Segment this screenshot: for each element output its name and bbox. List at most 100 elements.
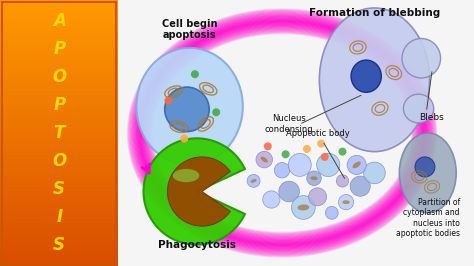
Bar bbox=[0, 64, 118, 65]
Bar bbox=[0, 21, 118, 23]
Bar bbox=[0, 149, 118, 150]
Bar bbox=[0, 23, 118, 24]
Bar bbox=[0, 36, 118, 37]
Bar bbox=[0, 76, 118, 77]
Circle shape bbox=[303, 145, 311, 153]
Circle shape bbox=[321, 153, 328, 161]
Bar bbox=[0, 251, 118, 253]
Bar bbox=[0, 173, 118, 174]
Bar bbox=[0, 60, 118, 61]
Bar bbox=[0, 90, 118, 92]
Bar bbox=[0, 138, 118, 140]
Bar bbox=[0, 209, 118, 210]
Bar bbox=[0, 234, 118, 235]
Bar bbox=[0, 169, 118, 170]
Text: S: S bbox=[53, 180, 65, 198]
Bar bbox=[0, 9, 118, 11]
Bar bbox=[0, 257, 118, 258]
Ellipse shape bbox=[137, 48, 243, 165]
Bar bbox=[0, 214, 118, 215]
Wedge shape bbox=[167, 157, 230, 226]
Ellipse shape bbox=[403, 94, 434, 123]
Bar bbox=[0, 249, 118, 250]
Bar bbox=[0, 233, 118, 234]
Bar bbox=[0, 19, 118, 20]
Bar bbox=[0, 189, 118, 190]
Circle shape bbox=[347, 155, 366, 174]
Text: Nucleus
condensing: Nucleus condensing bbox=[265, 114, 313, 134]
Bar bbox=[0, 16, 118, 17]
Bar bbox=[0, 104, 118, 105]
Bar bbox=[0, 81, 118, 82]
Bar bbox=[0, 241, 118, 242]
Bar bbox=[0, 125, 118, 126]
Bar bbox=[0, 129, 118, 130]
Bar bbox=[0, 27, 118, 28]
Bar bbox=[0, 217, 118, 218]
Wedge shape bbox=[144, 138, 245, 245]
Bar bbox=[0, 144, 118, 145]
Bar bbox=[0, 162, 118, 164]
Bar bbox=[0, 194, 118, 196]
Bar bbox=[0, 177, 118, 178]
Ellipse shape bbox=[351, 60, 382, 92]
Bar bbox=[0, 65, 118, 66]
Ellipse shape bbox=[399, 133, 456, 213]
Bar bbox=[0, 134, 118, 136]
Bar bbox=[0, 222, 118, 223]
Bar bbox=[0, 126, 118, 128]
Bar bbox=[0, 166, 118, 168]
Bar bbox=[0, 56, 118, 57]
Bar bbox=[0, 92, 118, 93]
Bar bbox=[0, 117, 118, 118]
Ellipse shape bbox=[415, 157, 435, 177]
Bar bbox=[0, 59, 118, 60]
Text: A: A bbox=[53, 12, 66, 30]
Bar bbox=[0, 53, 118, 55]
Bar bbox=[0, 120, 118, 121]
Bar bbox=[0, 68, 118, 69]
Bar bbox=[0, 105, 118, 106]
Circle shape bbox=[338, 194, 354, 210]
Bar bbox=[0, 118, 118, 120]
Bar bbox=[0, 48, 118, 49]
Bar bbox=[0, 31, 118, 32]
Bar bbox=[0, 88, 118, 89]
Bar bbox=[0, 132, 118, 133]
Ellipse shape bbox=[251, 179, 256, 183]
Text: I: I bbox=[56, 208, 62, 226]
Bar bbox=[0, 52, 118, 53]
Bar bbox=[0, 8, 118, 9]
Bar bbox=[0, 84, 118, 85]
Circle shape bbox=[325, 206, 338, 219]
Bar bbox=[0, 102, 118, 104]
Bar bbox=[0, 202, 118, 203]
Ellipse shape bbox=[173, 169, 200, 182]
Text: S: S bbox=[53, 236, 65, 254]
Circle shape bbox=[274, 163, 290, 178]
Bar bbox=[0, 130, 118, 132]
Bar bbox=[0, 206, 118, 207]
Bar bbox=[0, 261, 118, 262]
Bar bbox=[0, 158, 118, 160]
Text: O: O bbox=[52, 152, 66, 170]
Bar bbox=[0, 184, 118, 185]
Bar bbox=[0, 238, 118, 239]
Ellipse shape bbox=[342, 200, 350, 204]
Bar bbox=[0, 262, 118, 263]
Circle shape bbox=[364, 162, 385, 184]
Bar bbox=[0, 80, 118, 81]
Ellipse shape bbox=[297, 205, 310, 210]
Circle shape bbox=[292, 196, 315, 219]
Bar bbox=[0, 210, 118, 211]
Circle shape bbox=[317, 140, 325, 148]
Bar bbox=[0, 254, 118, 255]
Bar bbox=[0, 98, 118, 100]
Bar bbox=[0, 13, 118, 15]
Ellipse shape bbox=[261, 157, 268, 163]
Bar bbox=[0, 153, 118, 154]
Bar bbox=[0, 237, 118, 238]
Bar bbox=[0, 51, 118, 52]
Bar bbox=[0, 20, 118, 21]
Bar bbox=[0, 3, 118, 4]
